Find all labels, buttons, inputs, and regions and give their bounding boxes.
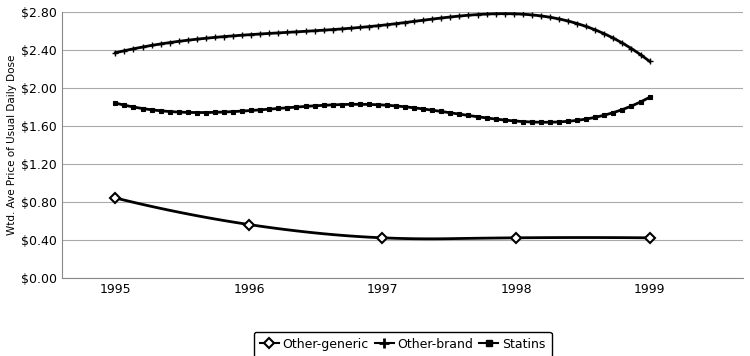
Other-brand xyxy=(446,15,455,19)
Statins xyxy=(283,106,292,110)
Statins xyxy=(265,107,274,111)
Other-brand xyxy=(247,32,256,37)
Other-generic xyxy=(111,196,120,200)
Statins xyxy=(202,110,211,115)
Statins xyxy=(111,101,120,105)
Other-brand xyxy=(111,51,120,55)
Statins xyxy=(292,105,301,109)
Line: Other-generic: Other-generic xyxy=(112,194,653,241)
Other-generic xyxy=(645,236,654,240)
Other-generic xyxy=(244,222,254,227)
Other-generic xyxy=(378,236,387,240)
Other-brand xyxy=(292,30,301,34)
Statins xyxy=(536,120,545,124)
Other-brand xyxy=(500,11,509,16)
Statins xyxy=(247,108,256,112)
Other-generic xyxy=(512,236,520,240)
Other-brand xyxy=(202,36,211,40)
Statins xyxy=(645,95,654,99)
Legend: Other-generic, Other-brand, Statins: Other-generic, Other-brand, Statins xyxy=(254,332,551,356)
Other-brand xyxy=(645,59,654,63)
Y-axis label: Wtd. Ave Price of Usual Daily Dose: Wtd. Ave Price of Usual Daily Dose xyxy=(7,54,17,235)
Line: Other-brand: Other-brand xyxy=(112,10,653,65)
Other-brand xyxy=(283,30,292,35)
Line: Statins: Statins xyxy=(113,95,652,124)
Statins xyxy=(446,111,455,115)
Other-brand xyxy=(265,31,274,36)
